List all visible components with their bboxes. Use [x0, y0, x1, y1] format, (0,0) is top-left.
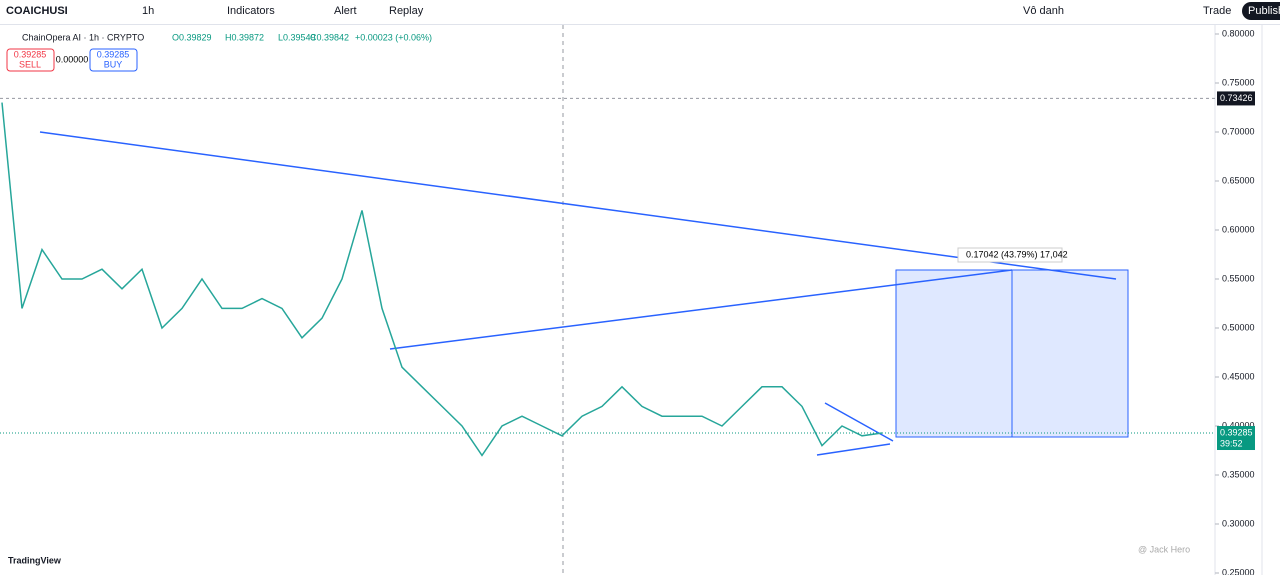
measure-label: 0.17042 (43.79%) 17,042	[966, 249, 1068, 259]
triangle-line[interactable]	[816, 443, 891, 456]
price-tick-label: 0.75000	[1222, 77, 1255, 87]
price-tick-label: 0.30000	[1222, 518, 1255, 528]
interval[interactable]: 1h	[142, 5, 155, 17]
price-tick-label: 0.70000	[1222, 126, 1255, 136]
sell-label: SELL	[19, 59, 41, 69]
measure-label-bg	[957, 247, 1063, 263]
price-tick-label: 0.65000	[1222, 175, 1255, 185]
chart: 0.17042 (43.79%) 17,042 ChainOpera AI · …	[0, 25, 1263, 575]
legend-low: L0.39549	[278, 32, 316, 42]
publish[interactable]: Publish	[1242, 2, 1280, 20]
trend-line[interactable]	[39, 131, 1117, 280]
trade[interactable]: Trade	[1203, 5, 1232, 17]
last-label: 0.39285	[1220, 427, 1253, 437]
price-tick-label: 0.40000	[1222, 420, 1255, 430]
price-tick-label: 0.45000	[1222, 371, 1255, 381]
watermark: @ Jack Hero	[1138, 544, 1190, 554]
last-label-bg	[1217, 426, 1255, 451]
layout-name[interactable]: Vô danh	[1023, 5, 1064, 17]
logo: TradingView	[8, 555, 62, 565]
legend-change: +0.00023 (+0.06%)	[355, 32, 432, 42]
legend-close: C0.39842	[310, 32, 349, 42]
symbol[interactable]: COAICHUSI	[6, 5, 68, 17]
price-tick-label: 0.25000	[1222, 567, 1255, 575]
price-tick-label: 0.35000	[1222, 469, 1255, 479]
spread: 0.00000	[56, 54, 89, 64]
trend-line[interactable]	[389, 269, 1013, 350]
buy-price: 0.39285	[97, 49, 130, 59]
countdown: 39:52	[1220, 438, 1243, 448]
legend-high: H0.39872	[225, 32, 264, 42]
indicators[interactable]: Indicators	[227, 5, 275, 17]
price-tick-label: 0.60000	[1222, 224, 1255, 234]
replay[interactable]: Replay	[389, 5, 424, 17]
price-line	[1, 102, 883, 457]
price-tick-label: 0.55000	[1222, 273, 1255, 283]
high-label: 0.73426	[1220, 93, 1253, 103]
sell-button[interactable]	[6, 48, 55, 72]
buy-label: BUY	[104, 59, 123, 69]
legend-open: O0.39829	[172, 32, 212, 42]
alert[interactable]: Alert	[334, 5, 357, 17]
high-label-bg	[1217, 91, 1255, 106]
buy-button[interactable]	[89, 48, 138, 72]
triangle-line[interactable]	[824, 402, 894, 442]
price-tick-label: 0.50000	[1222, 322, 1255, 332]
price-tick-label: 0.80000	[1222, 28, 1255, 38]
sell-price: 0.39285	[14, 49, 47, 59]
toolbar: COAICHUSI 1h Indicators Alert Replay Vô …	[0, 0, 1280, 25]
legend-name: ChainOpera AI · 1h · CRYPTO	[22, 32, 144, 42]
